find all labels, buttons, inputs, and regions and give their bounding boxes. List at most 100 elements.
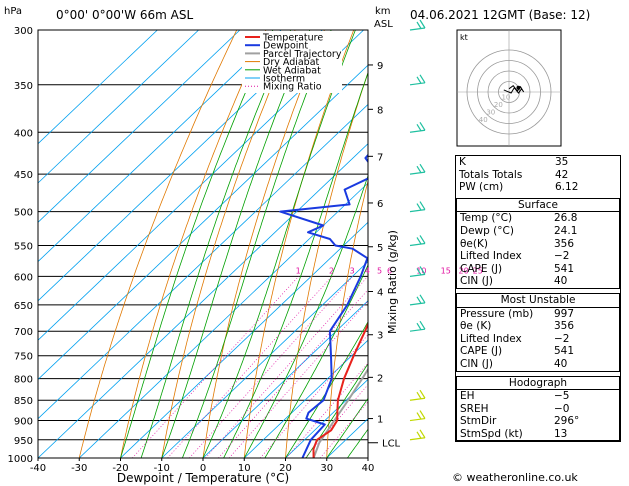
isotherm-line bbox=[120, 221, 368, 458]
pressure-tick-label: 800 bbox=[14, 375, 33, 386]
mixing-ratio-line bbox=[132, 276, 299, 458]
legend-entry: Dry Adiabat bbox=[263, 57, 320, 68]
row-label: Totals Totals bbox=[459, 168, 523, 181]
hodograph-stats-title: Hodograph bbox=[457, 377, 619, 391]
wind-barb-shaft bbox=[409, 437, 426, 441]
row-value: 356 bbox=[554, 237, 575, 250]
pressure-tick-label: 450 bbox=[14, 170, 33, 181]
row-value: 997 bbox=[554, 307, 575, 320]
isotherm-line bbox=[38, 103, 368, 420]
pressure-tick-label: 950 bbox=[14, 436, 33, 447]
wind-barb bbox=[409, 201, 426, 213]
wind-barb-shaft bbox=[409, 171, 426, 175]
wind-barb bbox=[409, 235, 426, 247]
row-label: K bbox=[459, 156, 466, 168]
row-value: 26.8 bbox=[554, 212, 578, 225]
wind-barb-flag bbox=[416, 21, 422, 29]
mixing-ratio-tick-label: 15 bbox=[441, 266, 451, 275]
wind-barb-flag bbox=[416, 76, 422, 84]
wind-barb bbox=[409, 389, 426, 401]
wind-barb-flag bbox=[419, 74, 426, 84]
legend-entry: Dewpoint bbox=[263, 41, 308, 52]
mixing-ratio-tick-label: 20 bbox=[459, 266, 469, 275]
wet-adiabat-line bbox=[305, 362, 368, 458]
row-value: 296° bbox=[554, 415, 580, 428]
wet-adiabat-line bbox=[243, 174, 368, 458]
wind-barb bbox=[409, 74, 426, 86]
temperature-tick-label: -20 bbox=[112, 463, 128, 474]
row-label: Lifted Index bbox=[460, 250, 522, 263]
dry-adiabat-line bbox=[326, 179, 368, 458]
row-label: CIN (J) bbox=[460, 357, 493, 370]
row-value: 35 bbox=[555, 156, 569, 168]
wet-adiabat-line bbox=[182, 30, 332, 458]
pressure-tick-label: 400 bbox=[14, 128, 33, 139]
km-tick-label: 8 bbox=[377, 105, 383, 116]
wind-barb-flag bbox=[419, 163, 426, 173]
km-tick-label: 1 bbox=[377, 415, 383, 426]
row-value: −2 bbox=[554, 250, 570, 263]
row-label: PW (cm) bbox=[459, 181, 504, 194]
wind-barb-flag bbox=[416, 203, 422, 211]
row-label: CAPE (J) bbox=[460, 262, 503, 275]
surface-section: Surface Temp (°C) 26.8 Dewp (°C) 24.1 θe(K) 3… bbox=[456, 197, 620, 289]
km-tick-label: 7 bbox=[377, 152, 383, 163]
wind-barb-shaft bbox=[409, 417, 426, 422]
hodograph-ring-label: 30 bbox=[486, 109, 495, 117]
isotherm-line bbox=[38, 30, 241, 223]
row-value: 6.12 bbox=[555, 181, 579, 194]
hodograph-ring-label: 10 bbox=[501, 94, 510, 102]
km-label: km bbox=[375, 6, 391, 17]
mixing-ratio-tick-label: 4 bbox=[365, 266, 370, 275]
wind-barb bbox=[409, 121, 426, 133]
hodograph-ring-label: 40 bbox=[479, 116, 488, 124]
row-label: CAPE (J) bbox=[460, 345, 503, 358]
legend-entry: Wet Adiabat bbox=[263, 65, 321, 76]
dewpoint-line bbox=[279, 153, 368, 458]
table-row: Pressure (mb) 997 bbox=[457, 308, 619, 321]
row-label: SREH bbox=[460, 402, 489, 415]
dry-adiabat-line bbox=[202, 30, 325, 458]
mixing-ratio-tick-label: 1 bbox=[296, 266, 301, 275]
table-row: StmSpd (kt) 13 bbox=[457, 428, 619, 441]
row-value: 356 bbox=[554, 320, 575, 333]
isotherm-line bbox=[38, 30, 323, 302]
pressure-tick-label: 700 bbox=[14, 327, 33, 338]
isotherm-line bbox=[38, 30, 199, 184]
table-row: CAPE (J) 541 bbox=[457, 263, 619, 276]
wind-barb-flag bbox=[419, 266, 426, 275]
pressure-tick-label: 550 bbox=[14, 241, 33, 252]
temperature-tick-label: -40 bbox=[30, 463, 46, 474]
wind-barb-shaft bbox=[409, 302, 426, 306]
wind-barb-shaft bbox=[409, 27, 426, 31]
wind-barb bbox=[409, 163, 426, 175]
wind-barb-flag bbox=[419, 19, 426, 29]
hodograph-unit-label: kt bbox=[460, 33, 468, 42]
diagram-background-lines bbox=[38, 30, 368, 458]
wind-barb-flag bbox=[419, 429, 426, 439]
lcl-label: LCL bbox=[382, 439, 401, 450]
indices-table: K 35 Totals Totals 42 PW (cm) 6.12 Surface Te… bbox=[455, 155, 621, 443]
wind-barb-shaft bbox=[409, 273, 426, 278]
temperature-tick-label: 30 bbox=[320, 463, 333, 474]
table-row: PW (cm) 6.12 bbox=[456, 181, 620, 194]
wet-adiabat-line bbox=[140, 30, 292, 458]
wet-adiabat-line bbox=[264, 264, 368, 458]
wind-barb-flag bbox=[416, 296, 422, 304]
x-axis-label: Dewpoint / Temperature (°C) bbox=[117, 471, 289, 485]
wet-adiabat-line bbox=[161, 30, 311, 458]
dry-adiabat-line bbox=[243, 30, 355, 458]
hodograph-trace bbox=[503, 85, 525, 94]
table-row: StmDir 296° bbox=[457, 415, 619, 428]
table-row: Totals Totals 42 bbox=[456, 169, 620, 182]
row-label: StmSpd (kt) bbox=[460, 427, 523, 440]
dry-adiabat-line bbox=[367, 437, 368, 458]
temperature-tick-label: -30 bbox=[71, 463, 87, 474]
wet-adiabat-line bbox=[223, 71, 368, 458]
isotherm-line bbox=[38, 30, 158, 145]
wind-barb-shaft bbox=[409, 397, 426, 401]
wind-barb bbox=[409, 294, 426, 306]
legend-entry: Temperature bbox=[262, 33, 323, 44]
